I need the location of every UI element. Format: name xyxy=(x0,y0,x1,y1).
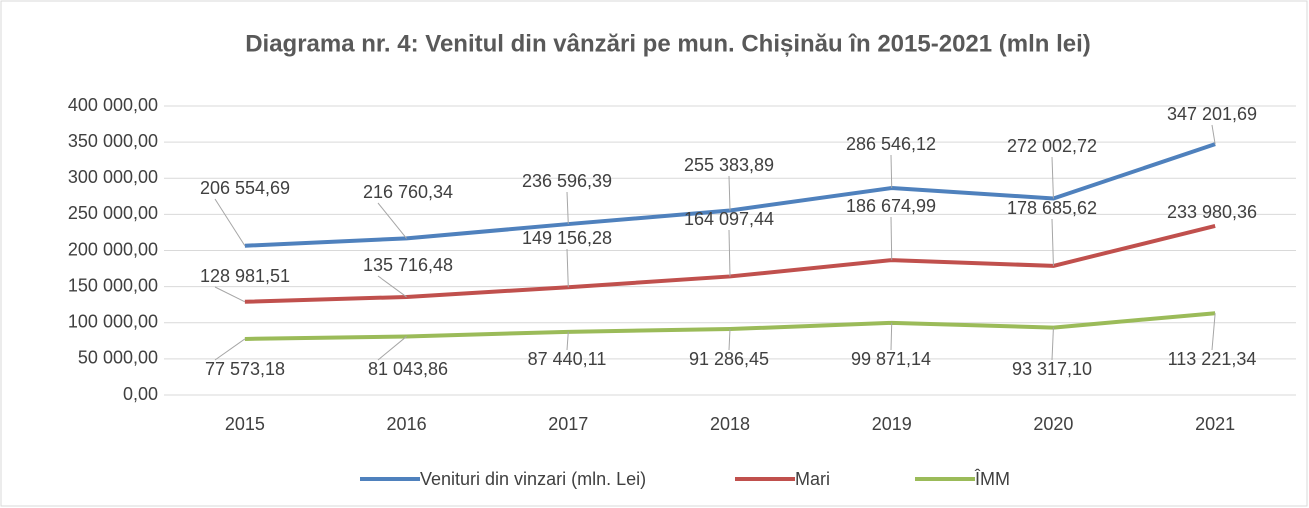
x-tick-label: 2019 xyxy=(872,414,912,434)
y-tick-label: 50 000,00 xyxy=(78,348,158,368)
y-tick-label: 150 000,00 xyxy=(68,275,158,295)
data-label: 216 760,34 xyxy=(363,182,453,202)
data-label: 233 980,36 xyxy=(1167,202,1257,222)
y-tick-label: 300 000,00 xyxy=(68,167,158,187)
data-label: 347 201,69 xyxy=(1167,104,1257,124)
x-tick-label: 2018 xyxy=(710,414,750,434)
leader-line xyxy=(566,248,569,288)
x-tick-label: 2020 xyxy=(1033,414,1073,434)
leader-line xyxy=(728,229,731,277)
data-label: 99 871,14 xyxy=(851,349,931,369)
legend-label: Venituri din vinzari (mln. Lei) xyxy=(420,469,646,489)
leader-line xyxy=(890,154,893,188)
leader-line xyxy=(890,322,893,351)
data-label: 77 573,18 xyxy=(205,359,285,379)
x-tick-label: 2017 xyxy=(548,414,588,434)
x-tick-label: 2015 xyxy=(225,414,265,434)
leader-line xyxy=(728,329,731,351)
data-label: 206 554,69 xyxy=(200,178,290,198)
leader-line xyxy=(214,198,246,247)
y-tick-label: 0,00 xyxy=(123,384,158,404)
data-label: 286 546,12 xyxy=(846,134,936,154)
chart-title: Diagrama nr. 4: Venitul din vânzări pe m… xyxy=(245,30,1091,57)
y-tick-label: 100 000,00 xyxy=(68,312,158,332)
leader-line xyxy=(214,338,246,361)
y-tick-label: 350 000,00 xyxy=(68,131,158,151)
data-label: 93 317,10 xyxy=(1012,359,1092,379)
data-label: 87 440,11 xyxy=(528,349,607,369)
data-label: 164 097,44 xyxy=(684,209,774,229)
data-label: 186 674,99 xyxy=(846,196,936,216)
data-label: 128 981,51 xyxy=(200,266,290,286)
leader-line xyxy=(890,216,893,261)
data-label: 135 716,48 xyxy=(363,255,453,275)
data-label: 113 221,34 xyxy=(1168,349,1257,369)
leader-line xyxy=(1211,124,1216,145)
data-label: 272 002,72 xyxy=(1007,136,1097,156)
leader-line xyxy=(1051,218,1054,266)
x-tick-label: 2016 xyxy=(387,414,427,434)
data-label: 255 383,89 xyxy=(684,155,774,175)
y-tick-label: 400 000,00 xyxy=(68,95,158,115)
leader-line xyxy=(566,191,569,225)
leader-line xyxy=(377,202,407,239)
legend-label: Mari xyxy=(795,469,830,489)
data-label: 149 156,28 xyxy=(522,228,612,248)
x-tick-label: 2021 xyxy=(1195,414,1235,434)
data-label: 236 596,39 xyxy=(522,171,612,191)
leader-line xyxy=(214,286,246,303)
leader-line xyxy=(1051,327,1054,361)
y-tick-label: 200 000,00 xyxy=(68,239,158,259)
leader-line xyxy=(728,175,731,211)
data-label: 81 043,86 xyxy=(368,359,448,379)
leader-line xyxy=(377,275,407,298)
y-tick-label: 250 000,00 xyxy=(68,203,158,223)
legend-label: ÎMM xyxy=(974,469,1010,489)
leader-line xyxy=(566,331,569,351)
data-label: 178 685,62 xyxy=(1007,198,1097,218)
leader-line xyxy=(1211,313,1216,351)
leader-line xyxy=(377,336,407,361)
leader-line xyxy=(1051,156,1054,199)
data-label: 91 286,45 xyxy=(689,349,769,369)
